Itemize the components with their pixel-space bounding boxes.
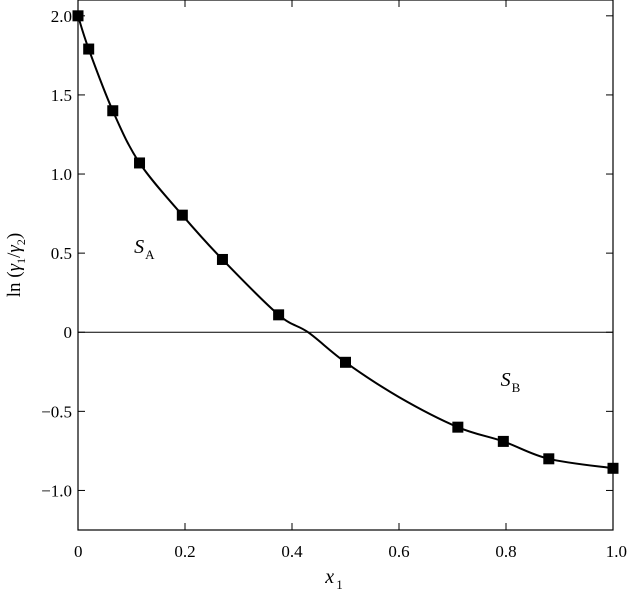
x-axis-label-sub: 1 — [336, 577, 343, 589]
y-axis-label-gamma1: γ — [4, 263, 25, 271]
y-axis-label-post: ) — [4, 233, 25, 239]
y-axis-label-pre: ln ( — [4, 271, 25, 297]
data-point-0-9 — [497, 435, 509, 447]
y-tick-label-3: 0.5 — [51, 244, 72, 263]
annotation-SB: SB — [501, 369, 521, 395]
y-axis-label-sub1: 1 — [14, 258, 28, 264]
data-point-0-4 — [176, 209, 188, 221]
data-point-0-1 — [83, 43, 95, 55]
data-point-0-3 — [134, 157, 146, 169]
fit-curve — [77, 15, 614, 470]
data-point-0-7 — [340, 356, 351, 368]
data-point-0-6 — [273, 309, 285, 321]
axis-ticks — [77, 0, 614, 530]
tick-labels: 0 0.2 0.4 0.6 0.8 1.0 2.0 1.5 1.0 0.5 0 −0.5 −1.0 — [41, 7, 627, 561]
x-tick-label-1: 0.2 — [174, 542, 195, 561]
y-tick-label-1: 1.5 — [51, 86, 72, 105]
data-points — [72, 10, 619, 474]
y-axis-label-sub2: 2 — [14, 239, 28, 245]
data-point-0-5 — [216, 253, 228, 265]
annotation-main: S — [134, 236, 144, 258]
y-axis-label-gamma2: γ — [4, 245, 25, 253]
y-axis-label-slash: / — [4, 252, 25, 258]
y-tick-label-4: 0 — [64, 323, 73, 342]
annotation-main: S — [501, 369, 511, 391]
y-tick-label-6: −1.0 — [41, 481, 72, 500]
data-point-0-2 — [107, 105, 119, 117]
y-tick-label-2: 1.0 — [51, 165, 72, 184]
y-axis-label: ln (γ1/γ2) — [4, 233, 28, 297]
y-tick-label-0: 2.0 — [51, 7, 72, 26]
x-tick-label-2: 0.4 — [281, 542, 303, 561]
data-point-0-10 — [543, 453, 555, 465]
plot-frame — [77, 0, 614, 531]
annotation-sub: B — [512, 380, 521, 395]
x-tick-label-0: 0 — [74, 542, 83, 561]
x-tick-label-5: 1.0 — [606, 542, 627, 561]
annotation-sub: A — [145, 247, 155, 262]
data-point-0-8 — [452, 421, 464, 433]
data-point-0-0 — [72, 10, 84, 22]
data-point-0-11 — [607, 462, 619, 474]
x-tick-label-3: 0.6 — [388, 542, 409, 561]
x-tick-label-4: 0.8 — [495, 542, 516, 561]
x-axis-label-main: x — [324, 566, 334, 588]
annotation-SA: SA — [134, 236, 155, 262]
y-tick-label-5: −0.5 — [41, 402, 72, 421]
